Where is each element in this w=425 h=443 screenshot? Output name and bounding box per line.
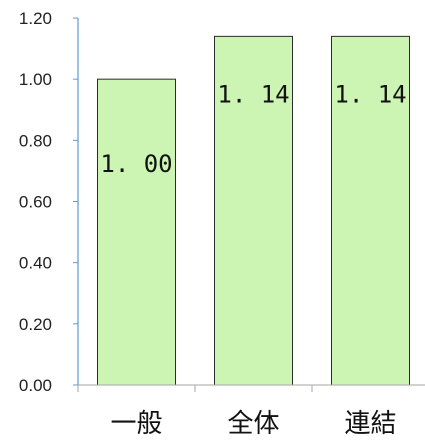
x-tick-label: 連結: [344, 409, 396, 439]
x-axis-ticks: 一般 全体 連結: [110, 409, 396, 439]
axes: [73, 17, 425, 392]
bar: [331, 35, 410, 386]
x-tick-label: 全体: [227, 409, 279, 439]
y-tick-label: 0.80: [19, 131, 52, 150]
y-tick-label: 1.20: [19, 9, 52, 28]
y-tick-label: 0.20: [19, 315, 52, 334]
y-tick-label: 0.60: [19, 193, 52, 212]
data-label: 1. 14: [334, 81, 406, 109]
bar: [97, 78, 176, 386]
y-axis-ticks: 0.00 0.20 0.40 0.60 0.80 1.00 1.20: [19, 9, 52, 395]
x-tick-label: 一般: [110, 409, 162, 439]
y-tick-label: 1.00: [19, 70, 52, 89]
data-label: 1. 14: [217, 81, 289, 109]
data-label: 1. 00: [100, 150, 172, 178]
y-tick-label: 0.40: [19, 254, 52, 273]
bar: [214, 35, 293, 386]
data-labels: 1. 00 1. 14 1. 14: [100, 81, 406, 178]
bars: [97, 35, 410, 386]
y-tick-label: 0.00: [19, 376, 52, 395]
